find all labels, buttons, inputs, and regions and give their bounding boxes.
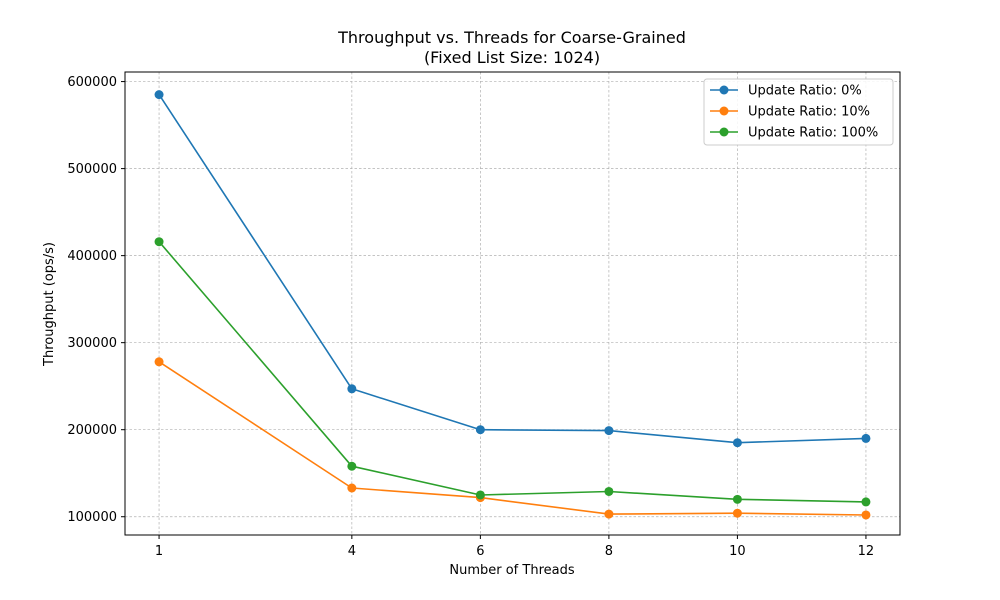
legend-item: Update Ratio: 100% <box>710 126 878 141</box>
y-tick-label: 400000 <box>67 249 117 264</box>
data-point <box>347 461 357 471</box>
data-point <box>861 497 871 507</box>
y-tick-label: 500000 <box>67 162 117 177</box>
y-tick-label: 300000 <box>67 336 117 351</box>
series-layer <box>154 90 871 520</box>
data-point <box>732 438 742 448</box>
data-point <box>475 425 485 435</box>
legend-swatch-marker <box>719 106 729 116</box>
x-axis-ticks: 1 4 6 8 10 12 <box>155 535 874 559</box>
x-tick-label: 1 <box>155 544 163 559</box>
legend: Update Ratio: 0% Update Ratio: 10% Update … <box>703 78 894 146</box>
legend-swatch-marker <box>719 127 729 137</box>
series-line <box>158 361 866 516</box>
data-point <box>475 490 485 500</box>
data-point <box>347 384 357 394</box>
data-point <box>604 509 614 519</box>
x-tick-label: 6 <box>476 544 484 559</box>
data-point <box>604 486 614 496</box>
data-point <box>154 90 164 100</box>
x-tick-label: 8 <box>605 544 613 559</box>
data-point <box>732 508 742 518</box>
y-axis-label: Throughput (ops/s) <box>42 242 57 367</box>
series-line <box>158 241 866 503</box>
plot-frame <box>124 71 901 536</box>
series-group <box>154 90 871 448</box>
data-point <box>154 237 164 247</box>
y-tick-label: 600000 <box>67 75 117 90</box>
legend-label: Update Ratio: 10% <box>748 105 870 120</box>
y-tick-label: 200000 <box>67 423 117 438</box>
legend-label: Update Ratio: 100% <box>748 126 878 141</box>
chart-title: Throughput vs. Threads for Coarse-Graine… <box>337 28 686 47</box>
data-point <box>154 357 164 367</box>
plot-background <box>125 72 900 535</box>
data-point <box>732 494 742 504</box>
x-tick-label: 4 <box>348 544 356 559</box>
data-point <box>604 426 614 436</box>
series-group <box>154 237 871 507</box>
y-axis-ticks: 100000 200000 300000 400000 500000 600000 <box>67 75 125 525</box>
x-axis-label: Number of Threads <box>449 563 574 578</box>
x-tick-label: 12 <box>858 544 875 559</box>
x-tick-label: 10 <box>729 544 746 559</box>
data-point <box>861 433 871 443</box>
legend-item: Update Ratio: 10% <box>710 105 870 120</box>
legend-swatch-marker <box>719 85 729 95</box>
chart-subtitle: (Fixed List Size: 1024) <box>424 48 600 67</box>
data-point <box>861 510 871 520</box>
series-group <box>154 357 871 520</box>
legend-item: Update Ratio: 0% <box>710 84 862 99</box>
series-line <box>158 94 866 444</box>
y-tick-label: 100000 <box>67 510 117 525</box>
grid <box>125 72 900 535</box>
data-point <box>347 483 357 493</box>
legend-box <box>703 78 894 146</box>
legend-label: Update Ratio: 0% <box>748 84 862 99</box>
